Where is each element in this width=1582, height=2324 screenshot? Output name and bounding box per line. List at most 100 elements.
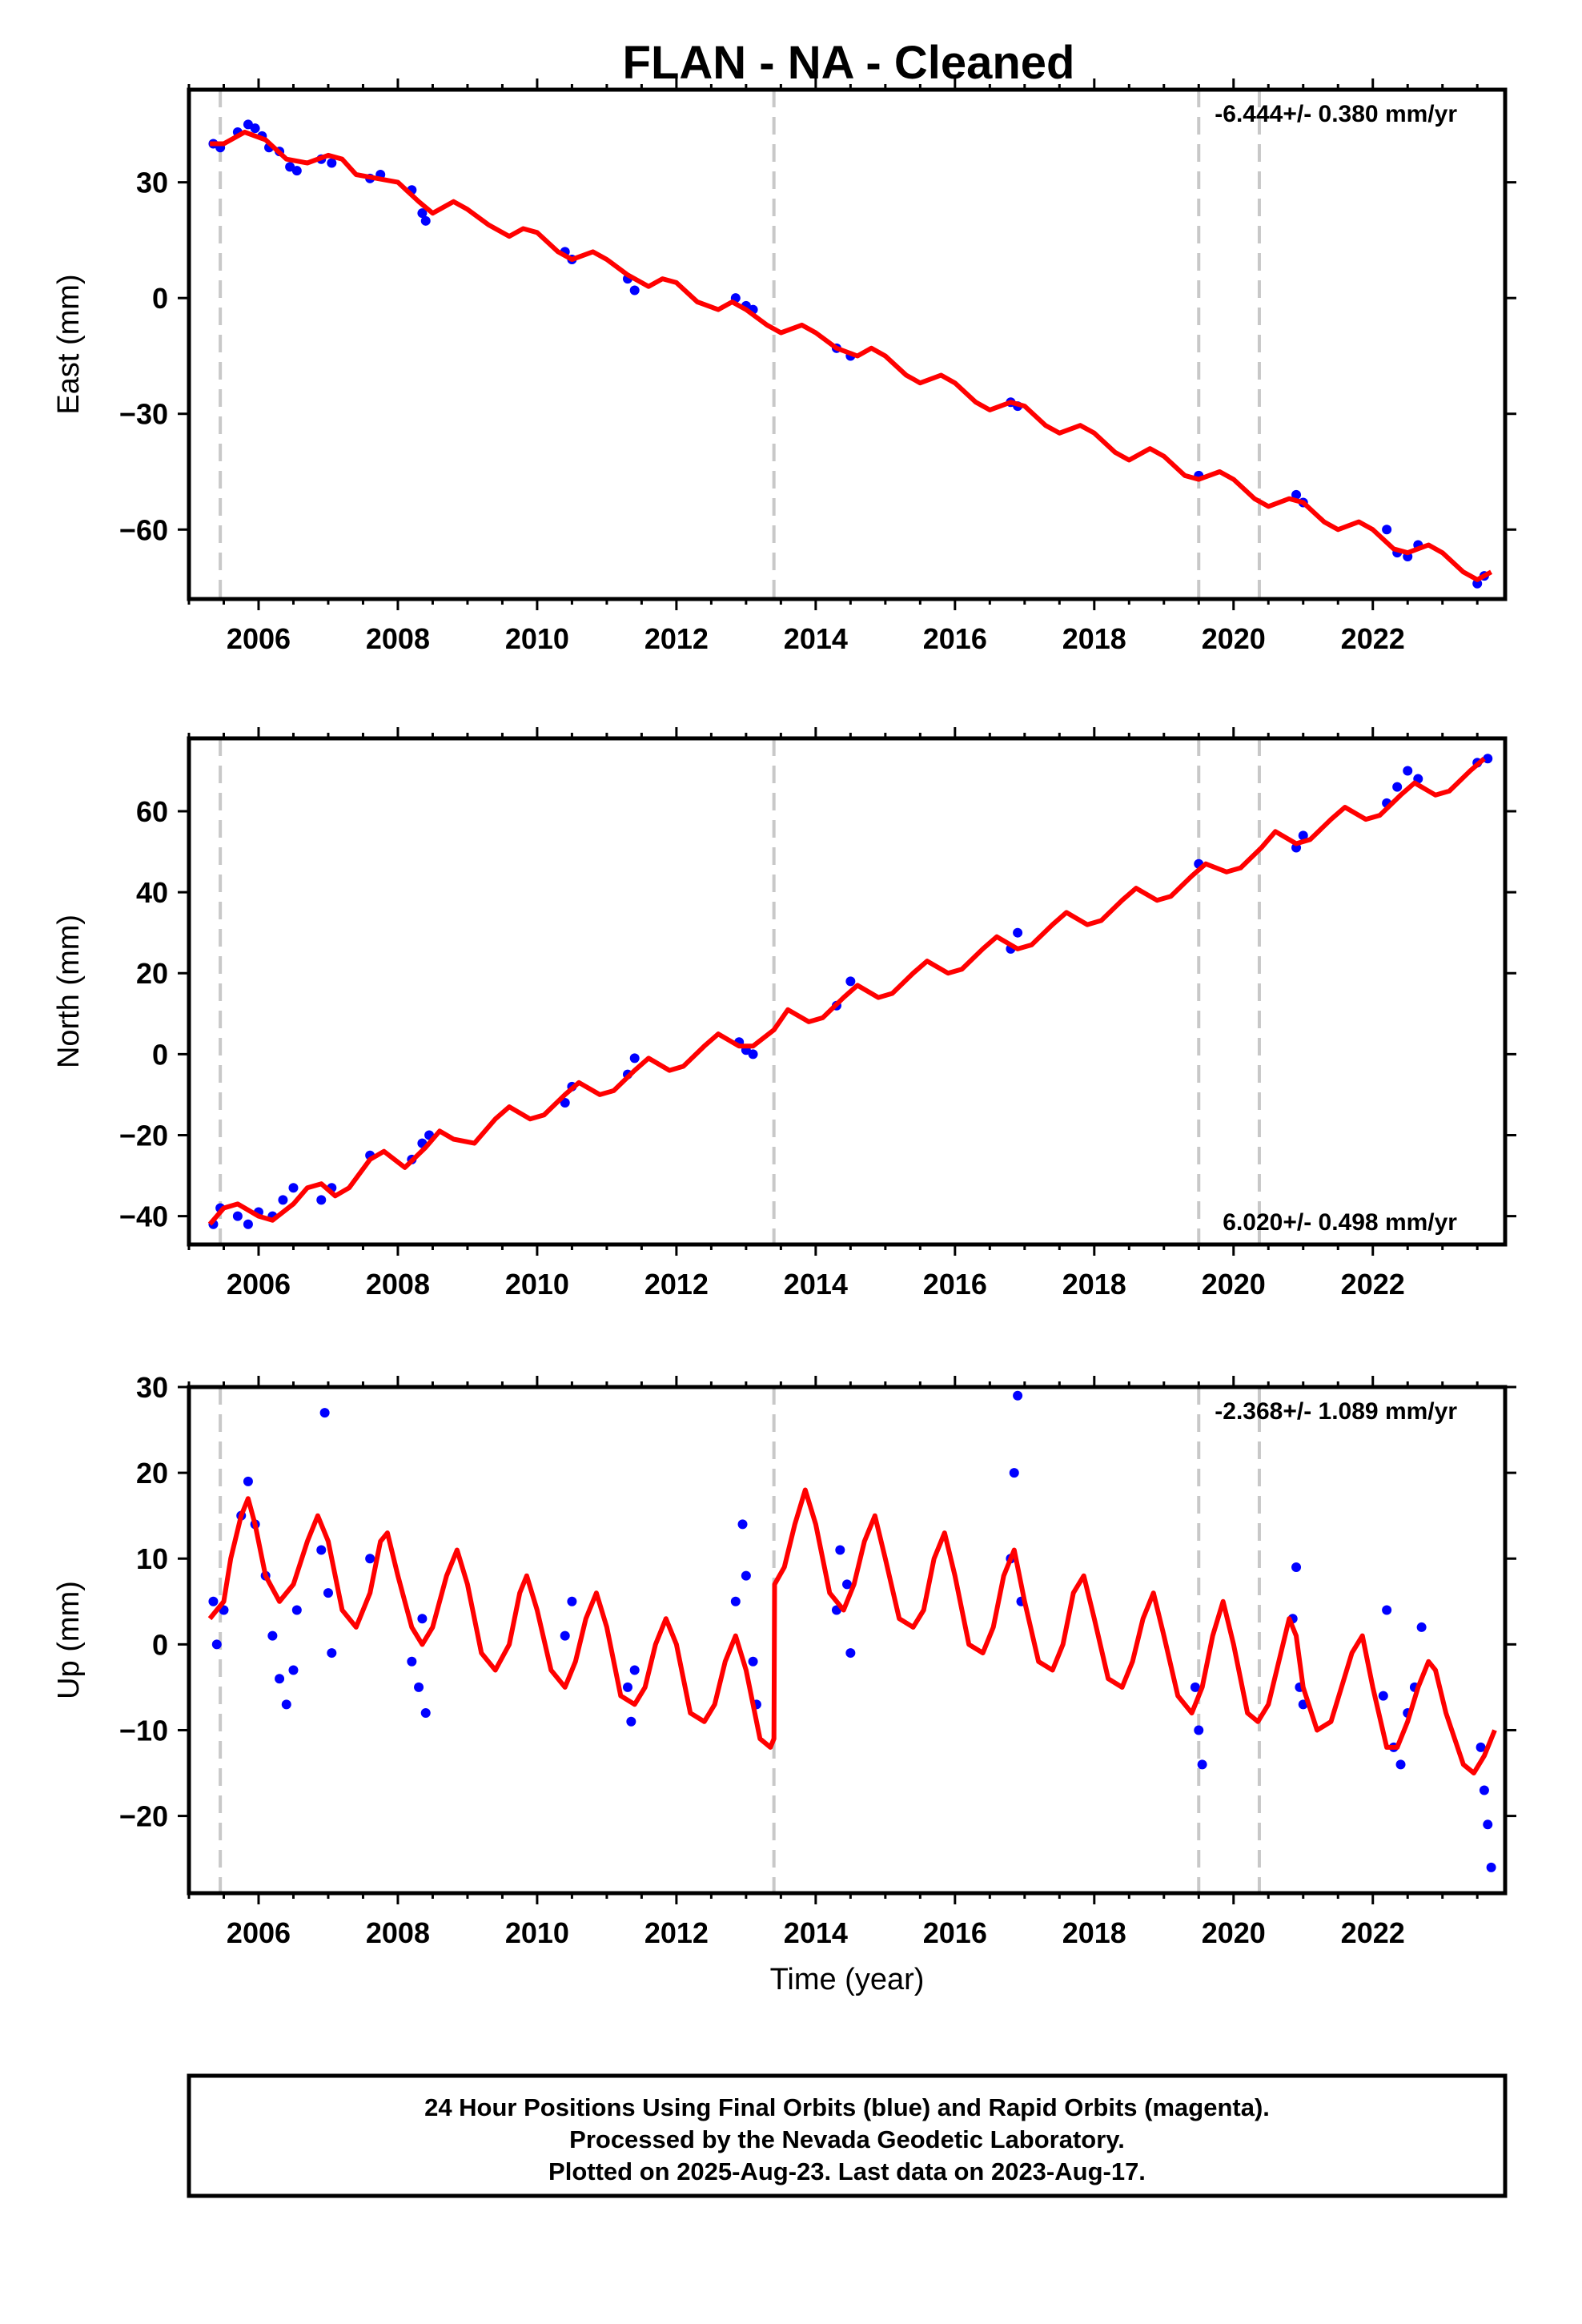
up-data-point bbox=[291, 1605, 302, 1615]
north-data-point bbox=[232, 1211, 243, 1221]
up-data-point bbox=[748, 1656, 758, 1667]
east-x-tick-label: 2014 bbox=[784, 622, 848, 655]
x-axis-label: Time (year) bbox=[770, 1963, 925, 1996]
north-data-point bbox=[288, 1183, 299, 1193]
north-data-point bbox=[243, 1219, 253, 1229]
north-y-tick-label: 20 bbox=[136, 957, 168, 990]
up-x-tick-label: 2006 bbox=[227, 1916, 291, 1949]
up-data-point bbox=[623, 1682, 632, 1692]
up-data-point bbox=[1486, 1862, 1496, 1872]
up-y-axis-label: Up (mm) bbox=[52, 1581, 86, 1699]
up-data-point bbox=[1378, 1691, 1388, 1701]
north-x-tick-label: 2012 bbox=[644, 1268, 709, 1301]
up-x-tick-label: 2014 bbox=[784, 1916, 848, 1949]
north-x-tick-label: 2010 bbox=[505, 1268, 569, 1301]
up-data-point bbox=[1013, 1390, 1023, 1401]
up-y-tick-label: 10 bbox=[136, 1542, 168, 1575]
north-rate-label: 6.020+/- 0.498 mm/yr bbox=[1223, 1209, 1457, 1236]
up-data-point bbox=[323, 1588, 333, 1598]
east-x-tick-label: 2018 bbox=[1062, 622, 1126, 655]
east-data-point bbox=[291, 166, 302, 176]
north-data-point bbox=[1403, 766, 1413, 776]
east-data-point bbox=[1472, 578, 1483, 589]
east-data-point bbox=[420, 215, 431, 226]
up-data-point bbox=[741, 1570, 751, 1581]
up-data-point bbox=[319, 1408, 330, 1418]
east-data-point bbox=[250, 123, 260, 134]
up-data-point bbox=[1291, 1562, 1302, 1572]
east-y-axis-label: East (mm) bbox=[52, 274, 86, 414]
up-data-point bbox=[417, 1614, 428, 1624]
up-data-point bbox=[267, 1630, 278, 1641]
east-x-tick-label: 2006 bbox=[227, 622, 291, 655]
east-y-tick-label: 0 bbox=[152, 282, 168, 315]
east-x-tick-label: 2008 bbox=[366, 622, 430, 655]
up-x-tick-label: 2008 bbox=[366, 1916, 430, 1949]
figure-title: FLAN - NA - Cleaned bbox=[623, 37, 1075, 89]
up-y-tick-label: 30 bbox=[136, 1371, 168, 1404]
up-data-point bbox=[275, 1674, 285, 1684]
up-data-point bbox=[842, 1579, 852, 1590]
north-y-tick-label: −20 bbox=[119, 1119, 168, 1152]
east-y-tick-label: −30 bbox=[119, 398, 168, 431]
north-plot-frame bbox=[187, 736, 1508, 1247]
north-x-tick-label: 2018 bbox=[1062, 1268, 1126, 1301]
up-x-tick-label: 2022 bbox=[1341, 1916, 1405, 1949]
up-data-point bbox=[1479, 1785, 1489, 1795]
up-data-point bbox=[420, 1708, 431, 1719]
east-x-tick-label: 2010 bbox=[505, 622, 569, 655]
up-data-point bbox=[1194, 1725, 1204, 1735]
up-data-point bbox=[1009, 1468, 1019, 1478]
up-data-point bbox=[407, 1656, 417, 1667]
north-data-point bbox=[748, 1049, 758, 1059]
up-data-point bbox=[211, 1639, 222, 1650]
north-data-point bbox=[629, 1053, 640, 1063]
up-data-point bbox=[730, 1596, 741, 1606]
up-data-point bbox=[327, 1648, 337, 1659]
north-x-tick-label: 2014 bbox=[784, 1268, 848, 1301]
east-data-point bbox=[1382, 525, 1392, 535]
north-data-point bbox=[1013, 927, 1023, 938]
east-model-line bbox=[210, 130, 1493, 582]
up-data-point bbox=[1190, 1682, 1200, 1692]
east-x-tick-label: 2022 bbox=[1341, 622, 1405, 655]
east-data-point bbox=[629, 285, 640, 296]
east-data-point bbox=[327, 158, 337, 168]
up-model-line bbox=[207, 1487, 1497, 1775]
east-data-point bbox=[417, 208, 428, 219]
north-y-tick-label: 60 bbox=[136, 795, 168, 828]
up-panel: 2006 2008 2010 2012 2014 2016 2018 2020 20223020… bbox=[52, 1371, 1516, 1949]
up-data-point bbox=[365, 1554, 375, 1564]
up-x-tick-label: 2018 bbox=[1062, 1916, 1126, 1949]
north-data-point bbox=[1392, 782, 1403, 792]
north-x-tick-label: 2006 bbox=[227, 1268, 291, 1301]
north-data-point bbox=[316, 1195, 327, 1205]
north-y-tick-label: −40 bbox=[119, 1200, 168, 1233]
north-model-line bbox=[207, 757, 1486, 1226]
up-data-point bbox=[1483, 1819, 1493, 1830]
up-data-point bbox=[316, 1545, 327, 1555]
footer-line-3: Plotted on 2025-Aug-23. Last data on 202… bbox=[548, 2157, 1146, 2185]
north-x-tick-label: 2022 bbox=[1341, 1268, 1405, 1301]
north-panel: 2006 2008 2010 2012 2014 2016 2018 2020 2022 60 40… bbox=[52, 727, 1516, 1301]
up-data-point bbox=[567, 1596, 577, 1606]
up-data-point bbox=[281, 1699, 291, 1710]
east-x-tick-label: 2020 bbox=[1202, 622, 1266, 655]
up-data-point bbox=[1382, 1605, 1392, 1615]
up-data-point bbox=[208, 1596, 219, 1606]
up-y-tick-label: −10 bbox=[119, 1714, 168, 1747]
north-x-tick-label: 2016 bbox=[923, 1268, 987, 1301]
up-data-point bbox=[1476, 1742, 1486, 1752]
up-data-point bbox=[1197, 1759, 1207, 1770]
east-rate-label: -6.444+/- 0.380 mm/yr bbox=[1215, 101, 1457, 127]
up-x-tick-label: 2012 bbox=[644, 1916, 709, 1949]
up-x-tick-label: 2016 bbox=[923, 1916, 987, 1949]
east-x-tick-label: 2012 bbox=[644, 622, 709, 655]
up-data-point bbox=[737, 1519, 748, 1530]
up-data-point bbox=[626, 1716, 636, 1727]
footer-line-2: Processed by the Nevada Geodetic Laborat… bbox=[569, 2125, 1125, 2153]
footer-line-1: 24 Hour Positions Using Final Orbits (bl… bbox=[424, 2093, 1270, 2121]
north-y-tick-label: 40 bbox=[136, 876, 168, 909]
east-y-tick-label: −60 bbox=[119, 513, 168, 546]
